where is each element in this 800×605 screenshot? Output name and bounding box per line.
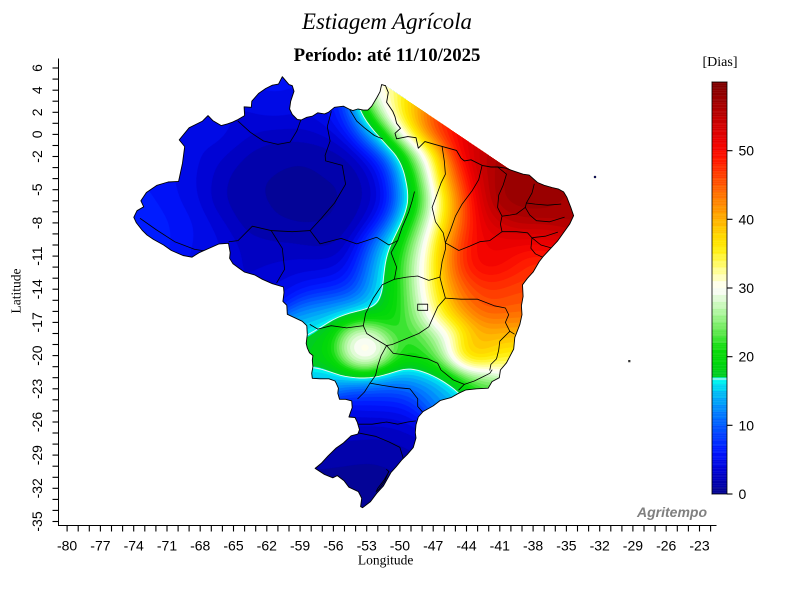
svg-text:-23: -23 xyxy=(29,378,45,398)
svg-text:-80: -80 xyxy=(57,538,77,554)
svg-text:-26: -26 xyxy=(656,538,676,554)
svg-text:20: 20 xyxy=(739,349,755,365)
svg-text:-17: -17 xyxy=(29,312,45,332)
svg-text:-77: -77 xyxy=(90,538,110,554)
svg-text:-23: -23 xyxy=(689,538,709,554)
svg-text:Estiagem Agrícola: Estiagem Agrícola xyxy=(301,9,472,34)
svg-text:Longitude: Longitude xyxy=(358,553,414,568)
svg-text:-14: -14 xyxy=(29,279,45,299)
svg-text:-74: -74 xyxy=(124,538,144,554)
svg-text:-11: -11 xyxy=(29,246,45,265)
svg-text:-29: -29 xyxy=(623,538,643,554)
svg-text:-62: -62 xyxy=(257,538,277,554)
svg-text:-68: -68 xyxy=(190,538,210,554)
svg-text:-65: -65 xyxy=(223,538,243,554)
svg-text:-35: -35 xyxy=(29,511,45,531)
svg-text:30: 30 xyxy=(739,280,755,296)
svg-text:10: 10 xyxy=(739,417,755,433)
svg-text:-8: -8 xyxy=(29,216,45,229)
svg-text:40: 40 xyxy=(739,211,755,227)
svg-text:Período: até 11/10/2025: Período: até 11/10/2025 xyxy=(294,45,481,66)
svg-text:-5: -5 xyxy=(29,183,45,196)
svg-text:4: 4 xyxy=(29,86,45,94)
svg-text:0: 0 xyxy=(739,486,747,502)
svg-text:-47: -47 xyxy=(423,538,443,554)
svg-text:-41: -41 xyxy=(490,538,510,554)
svg-text:-29: -29 xyxy=(29,445,45,465)
svg-text:-59: -59 xyxy=(290,538,310,554)
svg-text:-50: -50 xyxy=(390,538,410,554)
svg-text:-56: -56 xyxy=(323,538,343,554)
svg-text:-20: -20 xyxy=(29,345,45,365)
svg-text:-53: -53 xyxy=(357,538,377,554)
svg-text:6: 6 xyxy=(29,64,45,72)
svg-text:-2: -2 xyxy=(29,150,45,163)
svg-text:-44: -44 xyxy=(456,538,476,554)
svg-text:Latitude: Latitude xyxy=(9,269,24,314)
svg-text:50: 50 xyxy=(739,143,755,159)
svg-text:Agritempo: Agritempo xyxy=(636,504,707,520)
svg-text:-26: -26 xyxy=(29,412,45,432)
svg-text:-32: -32 xyxy=(29,478,45,498)
svg-text:2: 2 xyxy=(29,108,45,116)
svg-text:0: 0 xyxy=(29,130,45,138)
svg-text:-32: -32 xyxy=(590,538,610,554)
svg-text:-35: -35 xyxy=(556,538,576,554)
svg-text:[Dias]: [Dias] xyxy=(703,55,738,70)
svg-text:-38: -38 xyxy=(523,538,543,554)
svg-text:-71: -71 xyxy=(157,538,177,554)
